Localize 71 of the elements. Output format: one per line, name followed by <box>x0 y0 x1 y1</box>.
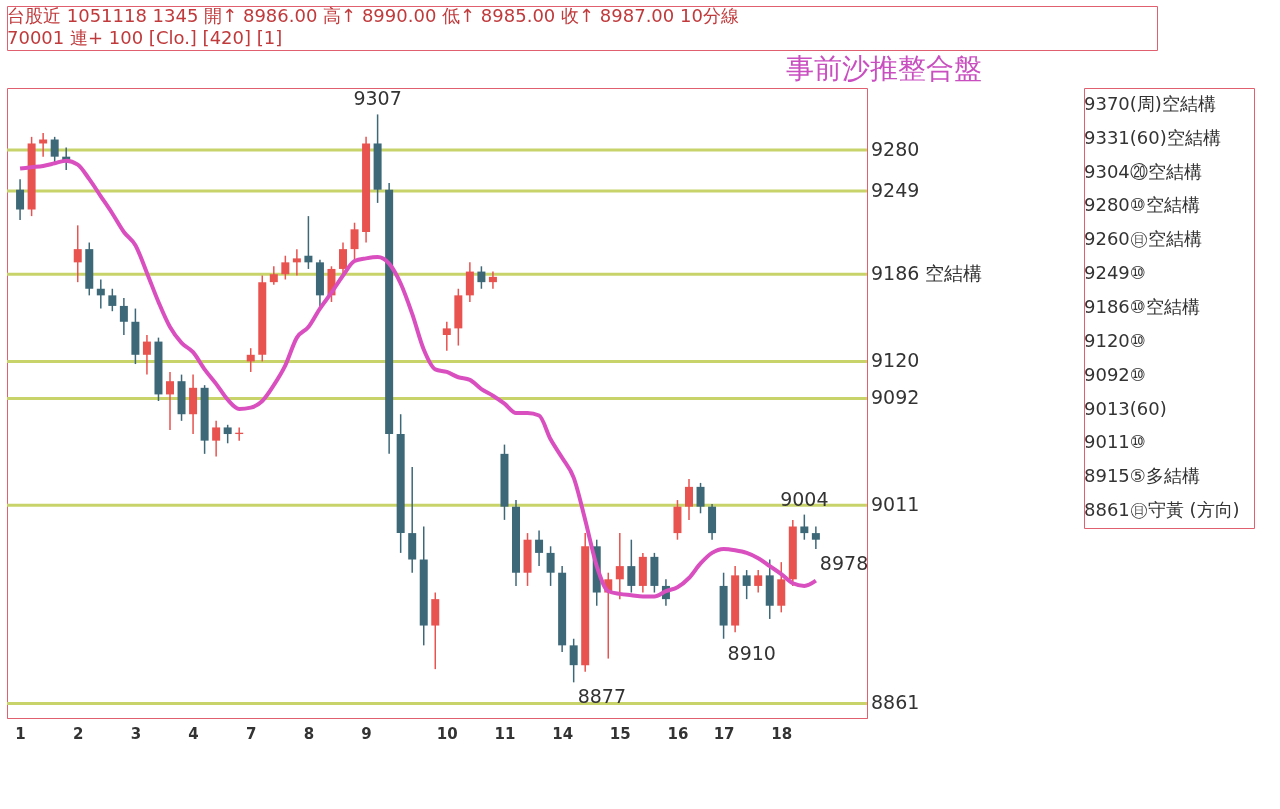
text: 9186⑩空結構 <box>1084 296 1200 317</box>
x-tick-label: 8 <box>303 724 315 743</box>
candlestick <box>546 545 555 587</box>
candlestick <box>142 334 151 376</box>
ref-line-label: 9280 <box>871 138 920 161</box>
candlestick <box>442 321 451 352</box>
candlestick <box>16 178 25 221</box>
candlestick <box>304 215 313 270</box>
x-tick-label: 9 <box>361 724 372 743</box>
ref-line-label: 9120 <box>871 349 920 372</box>
x-tick-label: 10 <box>436 724 458 743</box>
text: 9249⑩ <box>1084 262 1146 284</box>
x-tick-label: 17 <box>713 724 735 743</box>
text: 8861㊐守黃 (方向) <box>1084 499 1240 521</box>
text: 事前沙推整合盤 <box>786 52 983 85</box>
candlestick <box>800 513 809 541</box>
x-tick-label: 16 <box>667 724 689 743</box>
x-tick-label: 1 <box>15 724 26 743</box>
candlestick <box>615 532 624 600</box>
x-tick-label: 2 <box>73 724 84 743</box>
x-tick-label: 11 <box>494 724 516 743</box>
x-tick-label: 4 <box>188 724 199 743</box>
text: 9307 <box>353 87 402 110</box>
text: 9013(60) <box>1084 397 1167 419</box>
text: 9260㊐空結構 <box>1084 228 1202 250</box>
candlestick <box>569 638 578 684</box>
candlestick <box>212 420 221 458</box>
candlestick <box>73 224 82 283</box>
text: 台股近 1051118 1345 開↑ 8986.00 高↑ 8990.00 低↑ 8985.00 收↑ 8987.00 10分線 <box>7 5 739 26</box>
text: 8877 <box>577 685 627 708</box>
x-tick-label: 7 <box>246 724 257 743</box>
candlestick <box>811 525 820 550</box>
candlestick <box>477 265 486 290</box>
candlestick <box>627 538 636 594</box>
text: 8910 <box>727 641 776 664</box>
text: 9331(60)空結構 <box>1084 126 1221 148</box>
text: 9120⑩ <box>1084 329 1146 351</box>
text: 70001 連+ 100 [Clo.] [420] [1] <box>7 27 283 48</box>
text: 9004 <box>780 487 829 510</box>
ref-line-label: 9011 <box>871 493 920 516</box>
text: 9011⑩ <box>1084 431 1146 453</box>
candlestick <box>166 371 175 431</box>
candlestick <box>685 478 693 521</box>
candlestick <box>281 254 290 281</box>
x-tick-label: 15 <box>609 724 631 743</box>
text: 8915⑤多結構 <box>1084 465 1200 487</box>
candlestick <box>246 347 255 373</box>
ref-line-label: 9186 空結構 <box>871 262 983 285</box>
candlestick <box>488 270 497 290</box>
candlestick <box>754 569 763 594</box>
candlestick <box>535 529 544 567</box>
candlestick <box>119 297 128 336</box>
text: 9280⑩空結構 <box>1084 194 1200 216</box>
ref-line-label: 9249 <box>871 179 920 202</box>
candlestick <box>696 482 705 515</box>
ref-line-label: 9092 <box>871 386 920 409</box>
candlestick <box>108 288 117 312</box>
x-tick-label: 3 <box>130 724 142 743</box>
x-tick-label: 14 <box>552 724 574 743</box>
candlestick <box>223 424 232 445</box>
x-tick-label: 18 <box>771 724 793 743</box>
text: 9370(周)空結構 <box>1084 92 1216 114</box>
candlestick <box>96 278 105 310</box>
candlestick <box>465 261 474 303</box>
text: 9092⑩ <box>1084 363 1146 385</box>
candlestick <box>292 248 301 277</box>
candlestick <box>269 265 278 286</box>
text: 8978 <box>819 551 869 574</box>
candlestick <box>742 569 751 600</box>
ref-line-label: 8861 <box>871 691 920 714</box>
text: 9304⑳空結構 <box>1084 160 1202 182</box>
